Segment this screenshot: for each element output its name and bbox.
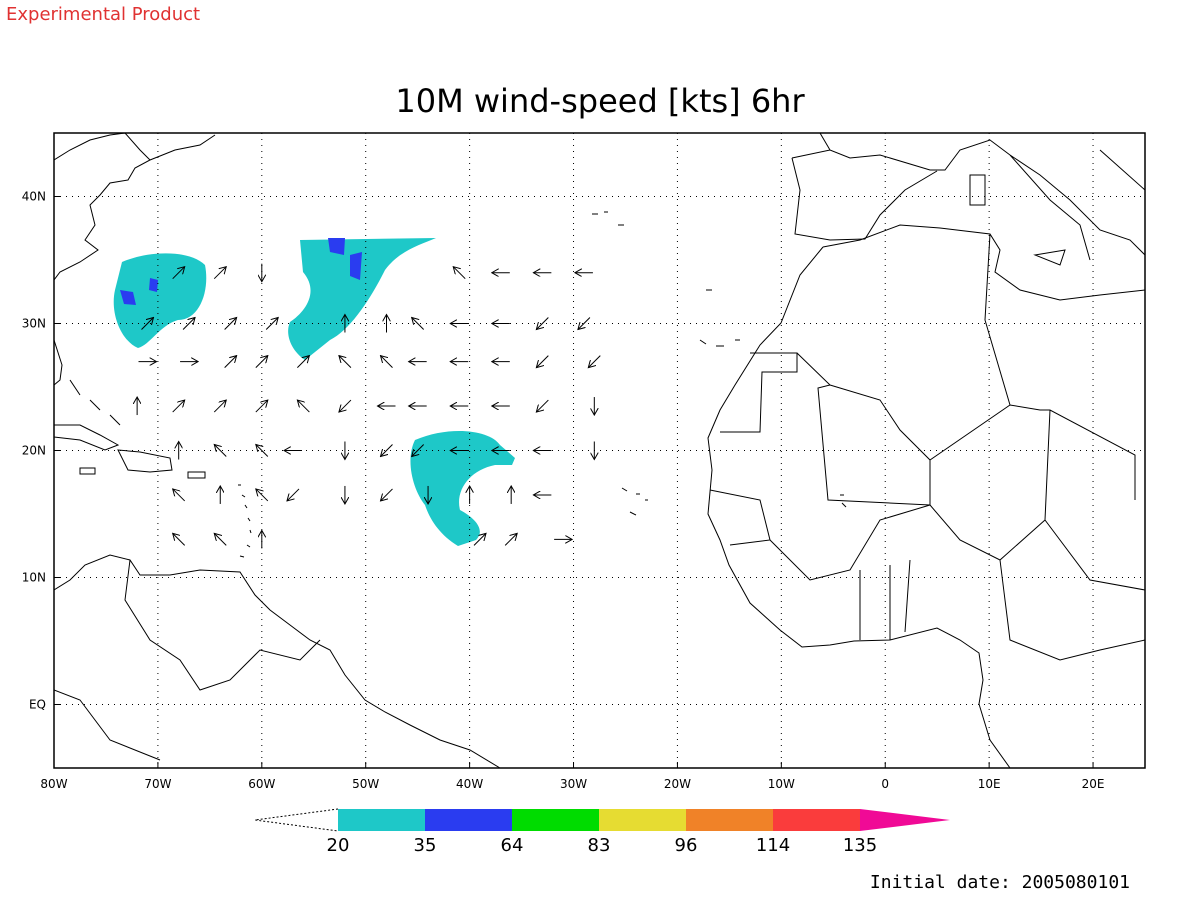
colorbar-box [599,809,686,831]
wind-arrow [453,267,466,280]
wind-arrow [213,400,226,413]
wind-arrow [172,267,185,280]
wind-arrow [380,356,393,368]
x-tick-label: 60W [248,777,275,791]
wind-arrow [224,318,237,330]
coastline [54,133,216,386]
wind-arrow [339,356,352,368]
x-tick-label: 20W [664,777,691,791]
footer: Initial date: 2005080101 [870,872,1130,893]
x-tick-label: 70W [144,777,171,791]
x-tick-label: 30W [560,777,587,791]
colorbar-box [512,809,599,831]
header: Experimental Product [6,4,200,25]
colorbar-label: 35 [414,835,437,856]
island [592,211,847,516]
wind-vectors [137,263,601,549]
border [709,233,1145,661]
shaded-area [328,238,362,280]
wind-arrow [265,318,278,330]
coastline [54,554,501,768]
wind-arrow [412,318,425,330]
title: 10M wind-speed [kts] 6hr [395,82,805,120]
colorbar: 20 35 64 83 96 114 135 [254,808,950,856]
wind-arrow [297,356,309,368]
x-tick-label: 0 [881,777,889,791]
wind-arrow [173,533,186,546]
colorbar-low-triangle [254,808,339,832]
wind-arrow [255,356,268,368]
x-tick-label: 20E [1082,777,1105,791]
shaded-area [113,253,207,348]
x-tick-label: 40W [456,777,483,791]
wind-arrow [588,355,601,368]
colorbar-label: 96 [675,835,698,856]
colorbar-box [686,809,773,831]
wind-arrow [224,356,237,368]
shaded-area [410,430,515,546]
coastline [707,224,1145,768]
y-tick-label: 40N [22,190,46,204]
wind-arrow [214,445,227,457]
colorbar-box [338,809,425,831]
colorbar-box [425,809,512,831]
colorbar-label: 114 [756,835,790,856]
wind-arrow [536,355,549,368]
shaded-area [120,278,158,305]
y-tick-label: 10N [22,571,46,585]
y-tick-label: 30N [22,317,46,331]
colorbar-label: 83 [588,835,611,856]
wind-arrow [297,400,310,413]
wind-speed-fill [113,238,515,546]
wind-arrow [256,489,269,502]
wind-arrow [412,444,425,457]
colorbar-label: 64 [501,835,524,856]
colorbar-box [773,809,860,831]
wind-arrow [536,317,549,330]
wind-arrow [141,318,154,330]
coastline [54,379,206,479]
wind-arrow [536,399,549,412]
wind-arrow [380,488,393,501]
colorbar-label: 20 [327,835,350,856]
wind-arrow [287,488,300,501]
wind-arrow [504,533,517,546]
y-tick-label: EQ [29,698,46,712]
wind-arrow [339,399,352,412]
map-frame [53,132,1146,769]
wind-arrow [214,533,227,546]
colorbar-high-triangle [860,809,950,831]
x-tick-label: 10W [768,777,795,791]
wind-arrow [172,400,185,413]
wind-arrow [473,533,486,546]
wind-arrow [578,317,591,330]
coastlines [54,133,1145,768]
colorbar-label: 135 [843,835,877,856]
x-tick-label: 10E [978,777,1001,791]
wind-arrow [255,400,268,413]
coastline [238,484,252,558]
x-tick-label: 50W [352,777,379,791]
shaded-area [288,238,436,360]
coastline [791,133,1145,266]
wind-arrow [173,489,186,502]
x-tick-label: 80W [40,777,67,791]
wind-arrow [380,444,393,457]
wind-arrow [213,267,226,280]
graticule: 80W 70W 60W 50W 40W 30W 20W 10W 0 10E 20E EQ 10N 20N 3… [22,133,1145,791]
y-tick-label: 20N [22,444,46,458]
wind-arrow [256,445,269,457]
wind-arrow [182,318,195,330]
